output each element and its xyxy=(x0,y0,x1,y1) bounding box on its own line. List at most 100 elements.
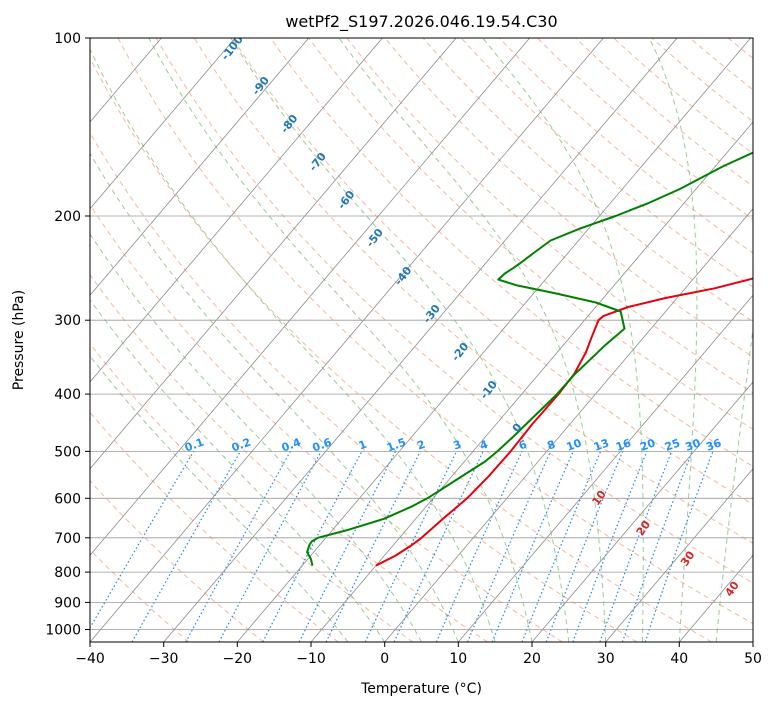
isotherm-line xyxy=(90,38,457,470)
y-tick-label: 1000 xyxy=(45,623,81,639)
x-tick-label: 10 xyxy=(449,651,467,667)
y-axis: 100 200 300 400 500 600 700 800 900 1000 xyxy=(45,31,90,639)
mixing-ratio-label: 3 xyxy=(451,438,463,453)
moist-adiabat-line xyxy=(230,38,570,642)
isotherm-line xyxy=(678,554,753,642)
dry-adiabat-line xyxy=(90,549,190,642)
isotherm-line xyxy=(384,208,753,642)
moist-adiabat-line xyxy=(90,299,386,642)
x-tick-label: −40 xyxy=(75,651,105,667)
isotherms xyxy=(90,38,753,642)
mixing-ratio-line xyxy=(298,451,397,642)
dry-adiabat-line xyxy=(90,203,563,642)
dry-adiabat-label: -70 xyxy=(307,150,330,174)
mixing-ratio-line xyxy=(435,451,523,642)
moist-adiabats xyxy=(90,38,753,642)
isotherm-line xyxy=(236,38,752,642)
mixing-ratio-label: 0.2 xyxy=(230,436,253,455)
dry-adiabat-line xyxy=(575,38,753,187)
mixing-ratio-lines xyxy=(90,451,714,642)
isotherm-line xyxy=(531,381,753,642)
isotherm-line xyxy=(90,38,383,383)
mixing-ratio-line xyxy=(393,451,484,642)
x-tick-label: 30 xyxy=(597,651,615,667)
y-tick-label: 200 xyxy=(54,209,81,225)
mixing-ratio-line xyxy=(621,451,693,642)
x-tick-label: 0 xyxy=(380,651,389,667)
dry-adiabat-line xyxy=(498,38,753,254)
x-tick-label: 50 xyxy=(744,651,762,667)
moist-adiabat-line xyxy=(648,38,698,642)
dry-adiabat-line xyxy=(90,131,638,642)
dry-adiabats xyxy=(90,38,775,642)
mixing-ratio-line xyxy=(644,451,714,642)
dry-adiabat-label: -20 xyxy=(449,340,472,364)
mixing-ratio-line xyxy=(90,451,195,629)
y-tick-label: 100 xyxy=(54,31,81,47)
temperature-line xyxy=(375,277,753,567)
mixing-ratio-label: 4 xyxy=(478,438,490,453)
mixing-ratio-label: 8 xyxy=(545,438,557,453)
mixing-ratio-label: 30 xyxy=(683,436,702,454)
dry-adiabat-line xyxy=(689,38,753,91)
y-tick-label: 400 xyxy=(54,387,81,403)
dry-adiabat-line xyxy=(90,273,488,642)
dry-adiabat-label: -30 xyxy=(421,302,444,326)
y-tick-label: 600 xyxy=(54,491,81,507)
moist-adiabat-line xyxy=(715,324,753,642)
y-tick-label: 500 xyxy=(54,444,81,460)
dry-adiabat-line xyxy=(727,38,753,59)
mixing-ratio-line xyxy=(325,451,421,642)
mixing-ratio-label: 16 xyxy=(614,436,633,454)
isotherm-line xyxy=(457,294,753,642)
dry-adiabat-line xyxy=(90,57,712,642)
x-tick-label: 40 xyxy=(670,651,688,667)
moist-adiabat-label: 30 xyxy=(678,548,698,568)
plot-area: -100-90-80-70-60-50-40-30-20-10010203040… xyxy=(90,33,775,642)
x-tick-label: −30 xyxy=(149,651,179,667)
moist-adiabat-label: 10 xyxy=(589,488,609,508)
x-tick-label: −20 xyxy=(223,651,253,667)
dry-adiabat-line xyxy=(193,38,753,544)
moist-adiabat-line xyxy=(90,48,496,642)
isotherm-line xyxy=(90,38,531,556)
y-tick-label: 300 xyxy=(54,313,81,329)
isotherm-line xyxy=(90,38,604,642)
mixing-ratio-label: 20 xyxy=(638,436,657,454)
profile-series xyxy=(306,151,753,567)
moist-adiabat-label: 40 xyxy=(722,579,742,599)
plot-frame xyxy=(89,37,754,643)
dry-adiabat-label: -100 xyxy=(219,33,246,63)
moist-adiabat-line xyxy=(338,38,607,642)
dry-adiabat-line xyxy=(117,38,753,625)
mixing-ratio-label: 0.1 xyxy=(183,436,206,455)
dry-adiabat-label: -10 xyxy=(478,378,501,402)
moist-adiabat-line xyxy=(90,233,422,642)
mixing-ratio-label: 0.6 xyxy=(311,436,334,455)
mixing-ratio-line xyxy=(599,451,673,642)
dry-adiabat-line xyxy=(422,38,753,323)
mixing-ratio-line xyxy=(262,451,363,642)
x-axis: −40 −30 −20 −10 0 10 20 30 40 50 xyxy=(75,642,762,667)
isotherm-line xyxy=(310,121,753,642)
mixing-ratio-line xyxy=(131,451,241,642)
moist-adiabat-line xyxy=(90,355,349,642)
isotherm-line xyxy=(90,38,236,210)
dry-adiabat-line xyxy=(90,342,414,642)
mixing-ratio-line xyxy=(218,451,322,642)
isotherm-line xyxy=(163,38,678,642)
isotherm-line xyxy=(90,38,310,296)
isotherm-line xyxy=(752,641,753,642)
mixing-ratio-label: 1.5 xyxy=(385,436,408,455)
y-tick-label: 700 xyxy=(54,531,81,547)
mixing-ratio-label: 25 xyxy=(663,436,682,453)
dry-adiabat-label: -80 xyxy=(278,112,301,136)
dry-adiabat-line xyxy=(766,38,775,642)
mixing-ratio-label: 1 xyxy=(357,438,369,453)
isotherm-line xyxy=(605,468,753,642)
y-axis-title: Pressure (hPa) xyxy=(11,290,27,390)
dry-adiabat-line xyxy=(90,480,264,642)
dry-adiabat-line xyxy=(384,38,753,358)
dry-adiabat-label: -60 xyxy=(335,188,358,212)
